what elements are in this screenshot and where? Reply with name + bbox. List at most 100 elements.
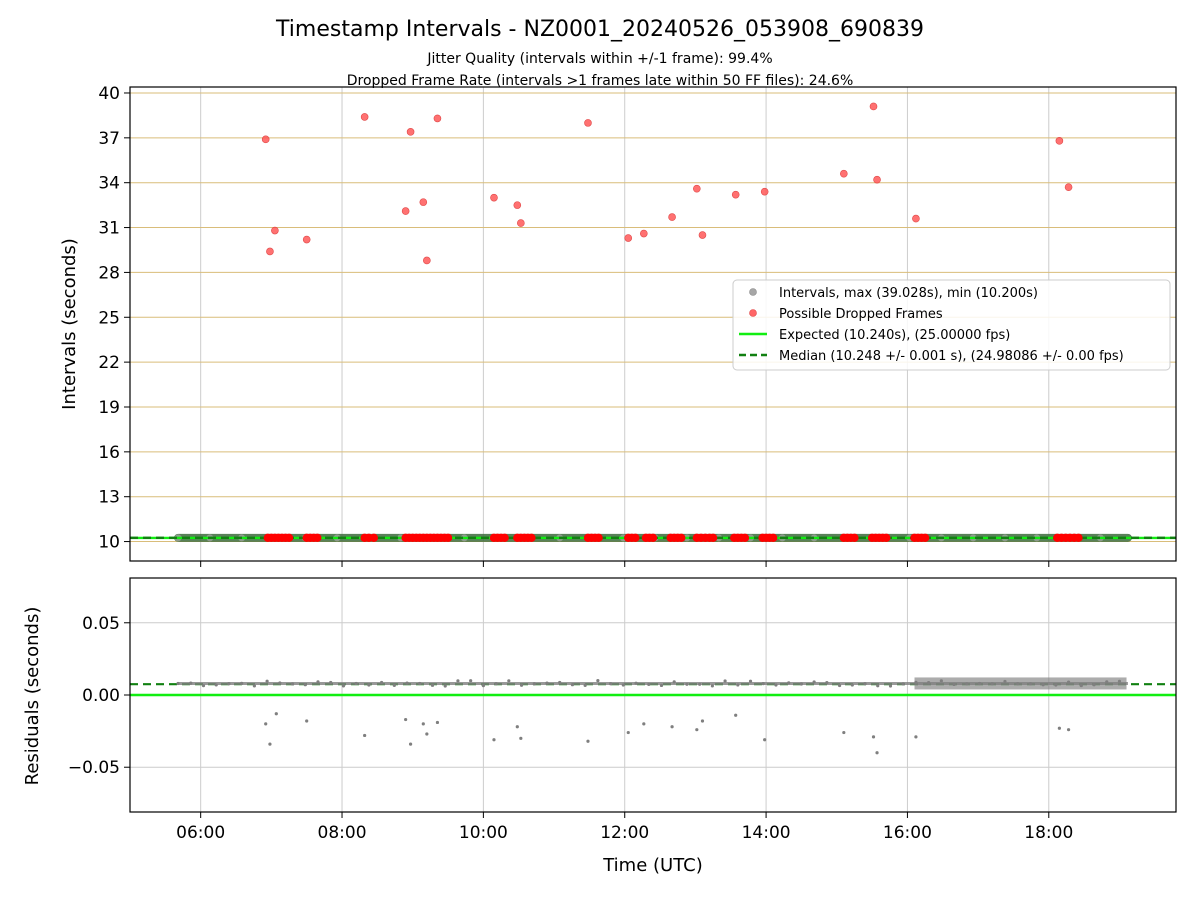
residual-point	[1079, 683, 1083, 688]
residual-point	[914, 735, 918, 739]
residual-point	[723, 679, 727, 683]
residuals-x-axis-label: Time (UTC)	[602, 855, 703, 876]
dropped-frame-point	[760, 187, 769, 196]
dropped-frame-point	[271, 226, 279, 235]
dropped-frame-point	[594, 533, 603, 543]
dropped-frame-point	[360, 113, 369, 121]
residual-point	[1092, 683, 1096, 687]
residuals-y-tick-label: −0.05	[68, 758, 120, 778]
dropped-frame-point	[490, 193, 498, 202]
residual-point	[583, 683, 587, 687]
intervals-y-tick-label: 34	[98, 174, 120, 194]
residual-point	[695, 728, 699, 732]
residual-point	[264, 722, 268, 726]
residual-point	[494, 682, 498, 686]
intervals-y-ticks: 10 13 16 19 22 25 28 31 34 37 40	[98, 84, 130, 553]
residual-point	[1003, 679, 1007, 684]
residual-point	[189, 681, 193, 685]
residual-point	[914, 680, 918, 684]
intervals-y-tick-label: 22	[98, 353, 120, 373]
legend-label-dropped: Possible Dropped Frames	[779, 307, 943, 322]
residuals-y-ticks: 0.05 0.00 −0.05	[68, 614, 130, 778]
residual-point	[278, 681, 282, 685]
residual-point	[469, 679, 473, 683]
intervals-plot-frame	[129, 86, 1177, 562]
residual-point	[176, 681, 180, 686]
residual-point	[363, 733, 367, 738]
residual-point	[1054, 683, 1058, 687]
dropped-frame-point	[284, 533, 294, 543]
dropped-frame-point	[840, 169, 848, 178]
intervals-y-tick-label: 25	[98, 308, 120, 328]
residual-point	[545, 681, 549, 685]
residual-point	[380, 680, 384, 685]
residual-point	[519, 736, 523, 740]
dropped-frame-point	[631, 533, 640, 543]
residual-point	[875, 751, 879, 755]
residual-point	[404, 717, 408, 722]
residual-point	[736, 683, 740, 687]
residuals-x-tick-label: 14:00	[742, 823, 791, 843]
residual-point	[763, 738, 767, 742]
residual-point	[710, 684, 714, 688]
residual-point	[240, 681, 244, 686]
residual-point	[634, 681, 638, 685]
residual-point	[481, 684, 485, 688]
dropped-frame-point	[261, 135, 270, 144]
intervals-y-tick-label: 28	[98, 263, 120, 283]
residual-point	[570, 683, 575, 687]
residual-point	[672, 680, 676, 684]
dropped-frame-point	[873, 175, 881, 184]
dropped-frame-point	[406, 128, 415, 136]
dropped-frame-point	[423, 256, 431, 265]
residual-point	[329, 680, 333, 685]
residual-point	[354, 681, 358, 686]
residual-point	[642, 722, 646, 726]
residual-point	[252, 684, 256, 688]
residual-point	[876, 684, 880, 688]
residual-point	[421, 722, 425, 726]
residual-point	[812, 680, 816, 684]
residual-point	[842, 730, 846, 735]
residual-point	[901, 682, 905, 686]
dropped-frame-point	[740, 533, 750, 543]
residual-point	[621, 683, 625, 687]
residual-point	[990, 682, 994, 686]
intervals-y-tick-label: 16	[98, 443, 120, 463]
dropped-frame-point	[693, 184, 701, 193]
dropped-frame-point	[668, 213, 676, 221]
intervals-y-axis-label: Intervals (seconds)	[59, 238, 80, 410]
residual-dense-band	[914, 677, 1127, 690]
residual-point	[596, 679, 600, 683]
residual-point	[685, 682, 689, 686]
dropped-frame-point	[443, 533, 453, 543]
residuals-x-tick-label: 18:00	[1024, 823, 1073, 843]
dropped-frame-point	[517, 219, 525, 227]
dropped-frame-point	[624, 234, 633, 242]
residual-point	[1117, 679, 1122, 683]
residual-point	[305, 719, 309, 723]
dropped-frame-point	[419, 198, 428, 206]
residual-point	[1105, 680, 1109, 684]
legend-marker-dropped	[749, 309, 757, 317]
residual-point	[405, 681, 409, 685]
residual-point	[626, 730, 630, 735]
residual-point	[888, 684, 893, 688]
residual-point	[670, 725, 674, 729]
residual-point	[492, 738, 496, 742]
intervals-plot: 10 13 16 19 22 25 28 31 34 37 40 Intervals (second…	[59, 84, 1177, 567]
residuals-x-tick-label: 10:00	[459, 823, 508, 843]
residual-point	[227, 682, 231, 686]
residuals-x-tick-label: 08:00	[318, 823, 367, 843]
residual-point	[265, 679, 269, 683]
intervals-y-tick-label: 37	[98, 129, 120, 149]
dropped-frame-point	[1064, 183, 1073, 191]
residuals-x-tick-label: 12:00	[600, 823, 649, 843]
dropped-frame-point	[869, 102, 878, 111]
residual-point	[1066, 728, 1071, 732]
residuals-x-tick-label: 16:00	[883, 823, 932, 843]
legend-label-intervals: Intervals, max (39.028s), min (10.200s)	[779, 286, 1038, 301]
residual-point	[408, 742, 413, 746]
residual-point	[418, 681, 422, 686]
